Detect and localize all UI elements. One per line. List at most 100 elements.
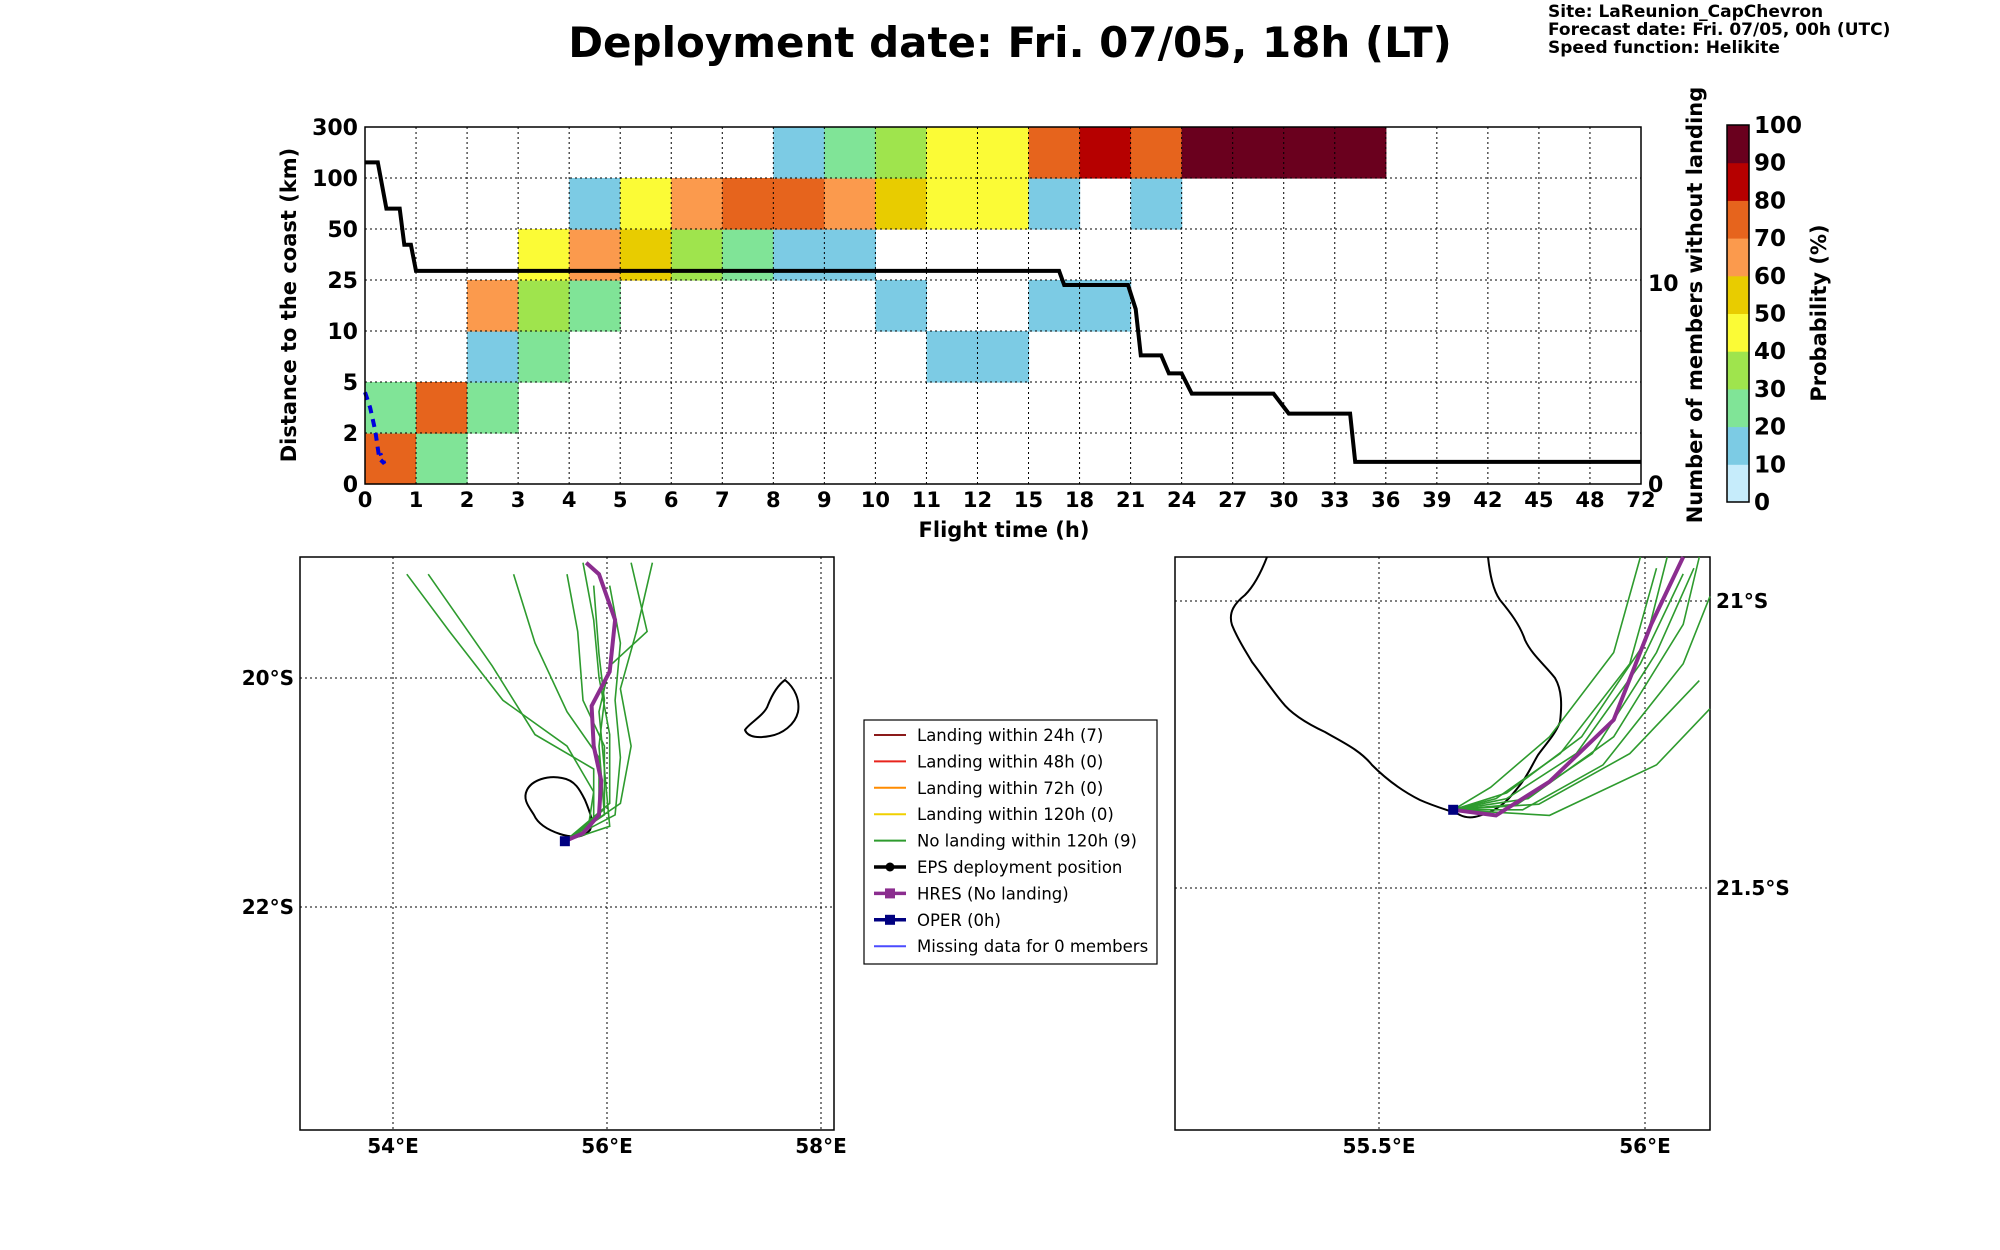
colorbar-tick-label: 60 bbox=[1754, 264, 1786, 290]
heatmap-cell bbox=[1028, 280, 1081, 332]
map-left-ensemble-track bbox=[564, 562, 648, 842]
heatmap-y-tick-label: 50 bbox=[327, 218, 358, 243]
y2-axis-label: Number of members without landing bbox=[1683, 87, 1707, 524]
heatmap-y-tick-label: 10 bbox=[327, 320, 358, 345]
map-right-x-tick: 56°E bbox=[1619, 1134, 1671, 1158]
x-axis-label: Flight time (h) bbox=[919, 518, 1090, 542]
colorbar-segment bbox=[1727, 426, 1749, 465]
heatmap-cell bbox=[365, 433, 417, 485]
heatmap-x-tick-label: 9 bbox=[817, 488, 832, 512]
heatmap-y2-tick-label: 10 bbox=[1648, 272, 1679, 297]
heatmap-cell bbox=[671, 178, 723, 230]
heatmap-x-tick-label: 6 bbox=[664, 488, 679, 512]
colorbar-label: Probability (%) bbox=[1807, 224, 1831, 401]
legend-label: Landing within 48h (0) bbox=[917, 752, 1103, 771]
heatmap-cell bbox=[569, 280, 621, 332]
map-right-ensemble-track bbox=[1453, 567, 1695, 811]
heatmap-x-tick-label: 18 bbox=[1065, 488, 1094, 512]
heatmap-y2-tick-label: 0 bbox=[1648, 473, 1663, 498]
heatmap-x-tick-label: 11 bbox=[912, 488, 941, 512]
reunion-island-outline bbox=[524, 776, 593, 838]
heatmap-cell bbox=[875, 280, 928, 332]
colorbar-segment bbox=[1727, 275, 1749, 314]
colorbar-tick-label: 10 bbox=[1754, 452, 1786, 478]
heatmap-cell bbox=[824, 178, 876, 230]
y-axis-label: Distance to the coast (km) bbox=[277, 148, 301, 463]
heatmap-x-tick-label: 30 bbox=[1269, 488, 1298, 512]
legend-swatch-marker bbox=[885, 888, 895, 899]
colorbar-tick-label: 40 bbox=[1754, 339, 1786, 365]
heatmap-cell bbox=[518, 331, 570, 383]
heatmap-cell bbox=[1283, 127, 1336, 179]
colorbar-segment bbox=[1727, 464, 1749, 503]
heatmap-cell bbox=[620, 178, 672, 230]
heatmap-cell bbox=[1079, 280, 1132, 332]
legend-swatch-marker bbox=[885, 862, 895, 872]
heatmap-cell bbox=[875, 178, 928, 230]
heatmap-x-tick-label: 5 bbox=[613, 488, 628, 512]
heatmap-cell bbox=[416, 433, 468, 485]
heatmap-cell bbox=[926, 331, 979, 383]
map-right-ensemble-track bbox=[1452, 556, 1642, 811]
heatmap-x-ticks: 0 1 2 3 4 5 6 7 8 9 10 11 12 15 18 21 24 27 30 33 36 39 42 45 48… bbox=[358, 488, 1656, 512]
heatmap-cell bbox=[467, 382, 519, 434]
heatmap-cell bbox=[926, 178, 979, 230]
map-left-ensemble-track bbox=[564, 562, 654, 842]
speed-function-label: Speed function: Helikite bbox=[1548, 38, 1780, 58]
colorbar: 0 10 20 30 40 50 60 70 80 90 100 Probability (%) bbox=[1726, 113, 1831, 516]
mauritius-island-outline bbox=[743, 678, 800, 739]
heatmap-x-tick-label: 21 bbox=[1116, 488, 1145, 512]
map-right: 55.5°E 56°E 21°S 21.5°S bbox=[1174, 556, 1790, 1158]
legend-label: EPS deployment position bbox=[917, 858, 1122, 877]
colorbar-segment bbox=[1727, 238, 1749, 277]
map-right-ensemble-track bbox=[1452, 556, 1668, 811]
colorbar-segment bbox=[1727, 388, 1749, 428]
heatmap-cell bbox=[1181, 127, 1234, 179]
heatmap-chart: 0 1 2 3 4 5 6 7 8 9 10 11 12 15 18 21 24 27 30 33 36 39 42 45 48… bbox=[277, 87, 1707, 542]
colorbar-tick-label: 30 bbox=[1754, 377, 1786, 403]
heatmap-x-tick-label: 24 bbox=[1167, 488, 1196, 512]
colorbar-tick-label: 80 bbox=[1754, 188, 1786, 214]
heatmap-x-tick-label: 10 bbox=[861, 488, 890, 512]
members-step-line bbox=[365, 160, 1641, 464]
heatmap-cell bbox=[569, 178, 621, 230]
map-left-tracks bbox=[406, 561, 654, 847]
heatmap-x-tick-label: 48 bbox=[1575, 488, 1604, 512]
legend: Landing within 24h (7) Landing within 48h… bbox=[863, 719, 1158, 965]
legend-label: Landing within 24h (7) bbox=[917, 726, 1103, 745]
heatmap-cell bbox=[1334, 127, 1387, 179]
colorbar-frame bbox=[1726, 124, 1750, 503]
heatmap-x-tick-label: 4 bbox=[562, 488, 577, 512]
map-right-ensemble-track bbox=[1453, 680, 1700, 811]
colorbar-tick-label: 0 bbox=[1754, 490, 1770, 516]
heatmap-cell bbox=[1130, 178, 1183, 230]
heatmap-y2-ticks: 0 10 bbox=[1648, 272, 1679, 498]
heatmap-cell bbox=[416, 382, 468, 434]
heatmap-x-tick-label: 27 bbox=[1218, 488, 1247, 512]
heatmap-cell bbox=[1028, 127, 1081, 179]
heatmap-frame bbox=[364, 126, 1642, 485]
heatmap-x-tick-label: 33 bbox=[1320, 488, 1349, 512]
legend-items: Landing within 24h (7) Landing within 48h… bbox=[874, 726, 1148, 956]
colorbar-segment bbox=[1727, 351, 1749, 390]
map-right-y-tick: 21.5°S bbox=[1716, 876, 1790, 900]
heatmap-cell bbox=[518, 280, 570, 332]
figure-title: Deployment date: Fri. 07/05, 18h (LT) bbox=[568, 18, 1452, 67]
map-right-ensemble-track bbox=[1453, 556, 1701, 811]
heatmap-cell bbox=[977, 127, 1030, 179]
map-right-x-tick: 55.5°E bbox=[1342, 1134, 1415, 1158]
legend-label: Landing within 120h (0) bbox=[917, 805, 1114, 824]
colorbar-tick-label: 50 bbox=[1754, 302, 1786, 328]
heatmap-x-tick-label: 42 bbox=[1473, 488, 1502, 512]
map-left-x-tick: 56°E bbox=[581, 1134, 633, 1158]
heatmap-y-tick-label: 2 bbox=[343, 422, 358, 447]
heatmap-cell bbox=[722, 178, 774, 230]
heatmap-x-tick-label: 15 bbox=[1014, 488, 1043, 512]
heatmap-x-tick-label: 12 bbox=[963, 488, 992, 512]
legend-label: Missing data for 0 members bbox=[917, 937, 1148, 956]
colorbar-ticks: 0 10 20 30 40 50 60 70 80 90 100 bbox=[1754, 113, 1802, 516]
map-left-x-tick: 54°E bbox=[367, 1134, 419, 1158]
heatmap-y-tick-label: 300 bbox=[312, 116, 358, 141]
